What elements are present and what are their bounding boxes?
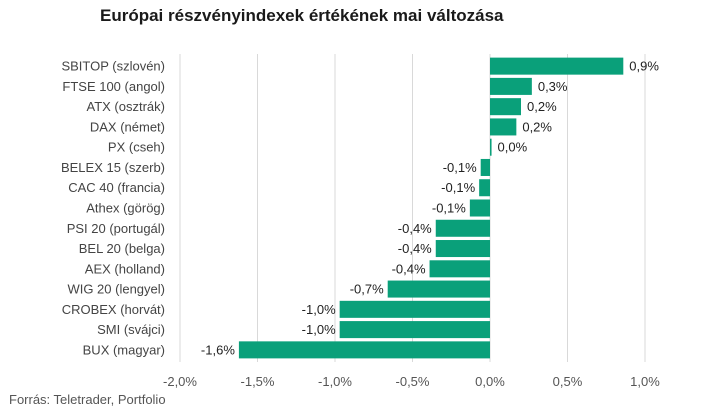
bar [435, 240, 490, 258]
value-label: 0,2% [527, 99, 557, 114]
category-label: BEL 20 (belga) [79, 241, 165, 256]
value-label: 0,2% [522, 119, 552, 134]
category-label: WIG 20 (lengyel) [67, 282, 165, 297]
chart-title: Európai részvényindexek értékének mai vá… [100, 6, 504, 25]
bar [490, 98, 521, 116]
category-label: DAX (német) [90, 119, 165, 134]
bar [339, 321, 490, 339]
value-label: 0,0% [498, 140, 528, 155]
bar [480, 158, 490, 176]
bar [387, 280, 490, 298]
category-label: CAC 40 (francia) [68, 180, 165, 195]
x-tick-label: 1,0% [630, 374, 660, 389]
bar [490, 138, 492, 156]
category-label: PSI 20 (portugál) [67, 221, 165, 236]
category-label: FTSE 100 (angol) [62, 79, 165, 94]
x-tick-label: -2,0% [163, 374, 197, 389]
bar [435, 219, 490, 237]
value-label: 0,9% [629, 59, 659, 74]
category-label: ATX (osztrák) [87, 99, 166, 114]
value-label: -1,0% [302, 302, 336, 317]
x-tick-label: -1,0% [318, 374, 352, 389]
x-tick-label: 0,5% [553, 374, 583, 389]
bar [490, 57, 624, 75]
bar [490, 77, 532, 95]
value-label: -1,6% [201, 342, 235, 357]
bar [238, 341, 490, 359]
x-tick-label: -1,5% [241, 374, 275, 389]
value-label: -0,1% [432, 201, 466, 216]
category-label: PX (cseh) [108, 140, 165, 155]
value-label: -0,4% [398, 221, 432, 236]
bar [339, 300, 490, 318]
value-labels: 0,9%0,3%0,2%0,2%0,0%-0,1%-0,1%-0,1%-0,4%… [201, 59, 659, 358]
value-label: -0,1% [441, 180, 475, 195]
value-label: -0,4% [392, 261, 426, 276]
x-axis-tick-labels: -2,0% -1,5% -1,0% -0,5% 0,0% 0,5% 1,0% [163, 374, 660, 389]
category-labels: SBITOP (szlovén) FTSE 100 (angol) ATX (osz… [61, 59, 165, 358]
value-label: -0,1% [443, 160, 477, 175]
category-label: SBITOP (szlovén) [61, 59, 165, 74]
category-label: CROBEX (horvát) [62, 302, 165, 317]
value-label: 0,3% [538, 79, 568, 94]
category-label: Athex (görög) [86, 201, 165, 216]
bar [469, 199, 490, 217]
category-label: AEX (holland) [85, 261, 165, 276]
bar [490, 118, 517, 136]
bar [429, 260, 490, 278]
x-tick-label: -0,5% [396, 374, 430, 389]
x-tick-label: 0,0% [475, 374, 505, 389]
bars [238, 57, 624, 359]
value-label: -1,0% [302, 322, 336, 337]
source-note: Forrás: Teletrader, Portfolio [9, 392, 166, 407]
category-label: SMI (svájci) [97, 322, 165, 337]
value-label: -0,7% [350, 282, 384, 297]
bar [479, 179, 490, 197]
value-label: -0,4% [398, 241, 432, 256]
category-label: BELEX 15 (szerb) [61, 160, 165, 175]
category-label: BUX (magyar) [83, 342, 165, 357]
